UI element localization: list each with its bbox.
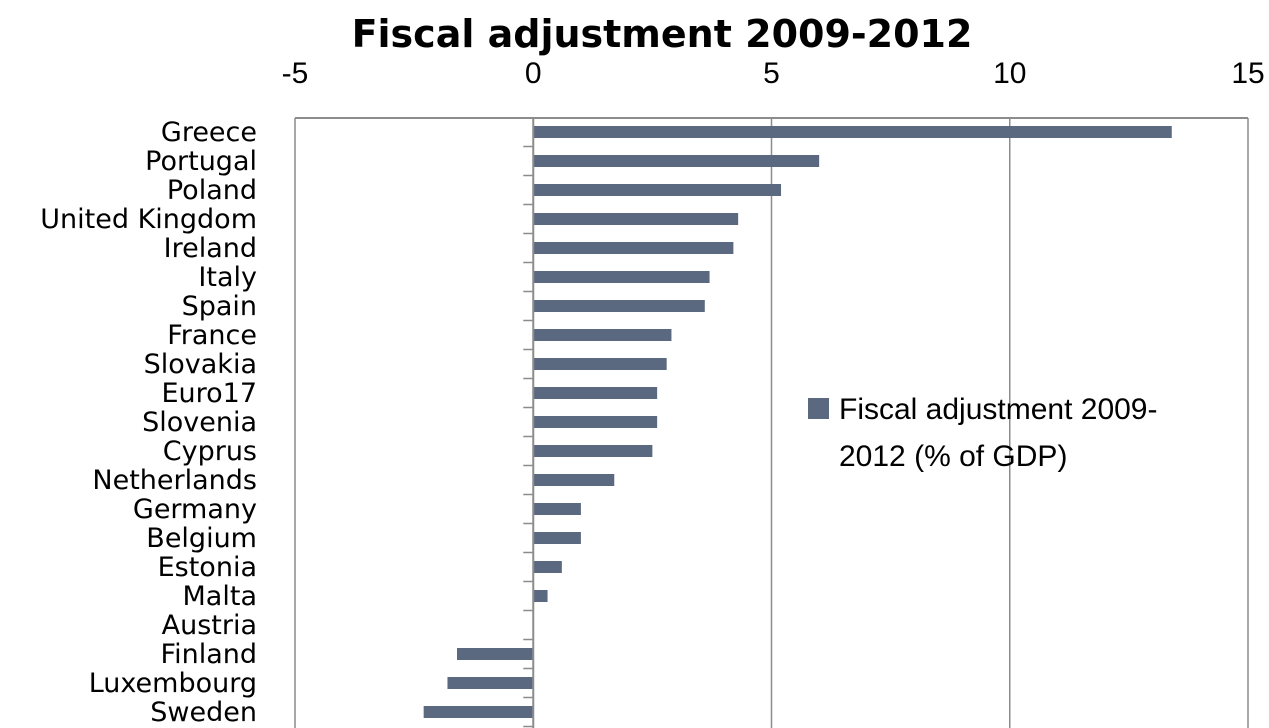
category-label: United Kingdom [40, 204, 257, 235]
category-label: Estonia [158, 552, 257, 583]
bar [533, 329, 672, 341]
category-label: Belgium [146, 523, 257, 554]
bar [533, 242, 734, 254]
category-label: Slovakia [144, 349, 257, 380]
category-label: Greece [161, 117, 257, 148]
category-label: Malta [183, 581, 257, 612]
bar [533, 387, 658, 399]
category-label: Cyprus [163, 436, 257, 467]
bar [533, 358, 667, 370]
category-label: Poland [167, 175, 257, 206]
bar [457, 648, 534, 660]
bar [533, 155, 820, 167]
bar [533, 213, 739, 225]
category-label: Spain [182, 291, 257, 322]
category-label: Slovenia [142, 407, 257, 438]
x-tick-label: 10 [993, 57, 1026, 90]
category-label: Austria [162, 610, 257, 641]
chart-title: Fiscal adjustment 2009-2012 [352, 12, 973, 56]
category-label: Netherlands [92, 465, 257, 496]
category-label: Sweden [150, 697, 257, 728]
bar [533, 416, 658, 428]
category-label: France [167, 320, 257, 351]
category-label: Luxembourg [89, 668, 257, 699]
category-label: Germany [133, 494, 257, 525]
category-label: Portugal [145, 146, 257, 177]
category-label: Ireland [164, 233, 257, 264]
bar [533, 503, 581, 515]
category-label: Finland [161, 639, 257, 670]
category-label: Euro17 [161, 378, 257, 409]
bar [423, 706, 534, 718]
bar [533, 590, 548, 602]
bar [447, 677, 534, 689]
x-tick-label: 5 [763, 57, 780, 90]
x-tick-label: -5 [282, 57, 309, 90]
legend: Fiscal adjustment 2009- 2012 (% of GDP) [808, 393, 1158, 473]
bar [533, 300, 705, 312]
legend-label-line-2: 2012 (% of GDP) [839, 440, 1067, 473]
x-tick-label: 0 [525, 57, 542, 90]
bar [533, 561, 562, 573]
bar [533, 184, 782, 196]
legend-swatch [808, 398, 829, 419]
gridlines [294, 118, 1249, 728]
bar [533, 271, 710, 283]
bar [533, 126, 1172, 138]
x-tick-labels: -5 0 5 10 15 [282, 57, 1265, 90]
bar [533, 532, 581, 544]
bars [423, 126, 1172, 718]
category-label: Italy [198, 262, 257, 293]
axes [295, 117, 1248, 728]
legend-label-line-1: Fiscal adjustment 2009- [839, 393, 1158, 426]
bar [533, 445, 653, 457]
x-tick-label: 15 [1231, 57, 1264, 90]
bar [533, 474, 615, 486]
